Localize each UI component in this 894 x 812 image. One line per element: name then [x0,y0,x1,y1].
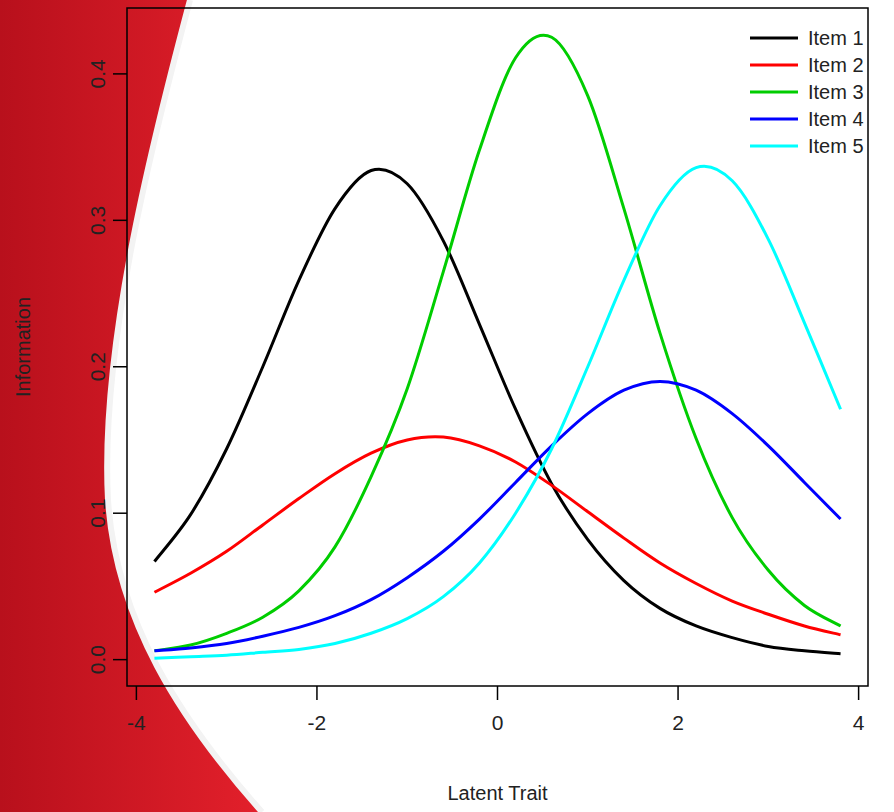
series-line [154,169,840,654]
x-tick [316,686,318,700]
x-axis-title: Latent Trait [447,782,548,804]
legend-key [750,118,798,121]
y-axis-title: Information [12,297,34,397]
x-tick-label: -2 [308,711,327,734]
y-tick-label: 0.1 [86,499,109,528]
y-tick [113,659,127,661]
x-tick-label: 4 [853,711,865,734]
legend-label: Item 4 [808,108,864,130]
series-line [154,381,840,650]
series-line [154,35,840,651]
x-tick [677,686,679,700]
y-tick-label: 0.3 [86,206,109,235]
legend-label: Item 2 [808,54,864,76]
legend-key [750,91,798,94]
x-tick-label: 0 [492,711,504,734]
legend-label: Item 3 [808,81,864,103]
series-line [154,437,840,635]
legend-key [750,145,798,148]
x-tick [858,686,860,700]
x-tick-label: -4 [127,711,146,734]
x-tick-label: 2 [672,711,684,734]
lines [154,35,840,658]
chart: -4 -2 0 2 4 0.0 0.1 0.2 0.3 0.4 Latent Trait Inform… [0,0,894,812]
series-line [154,166,840,658]
y-tick [113,512,127,514]
x-tick [136,686,138,700]
legend-key [750,64,798,67]
legend-key [750,37,798,40]
y-tick [113,366,127,368]
legend-label: Item 1 [808,27,864,49]
x-tick [497,686,499,700]
plot-frame [127,8,868,686]
y-tick-label: 0.4 [86,59,109,89]
background-swoosh [0,0,262,812]
legend: Item 1 Item 2 Item 3 Item 4 Item 5 [750,27,864,157]
y-tick-label: 0.2 [86,352,109,381]
legend-label: Item 5 [808,135,864,157]
y-tick [113,220,127,222]
swoosh-edge [107,0,262,812]
y-tick-label: 0.0 [86,645,109,674]
y-tick [113,73,127,75]
